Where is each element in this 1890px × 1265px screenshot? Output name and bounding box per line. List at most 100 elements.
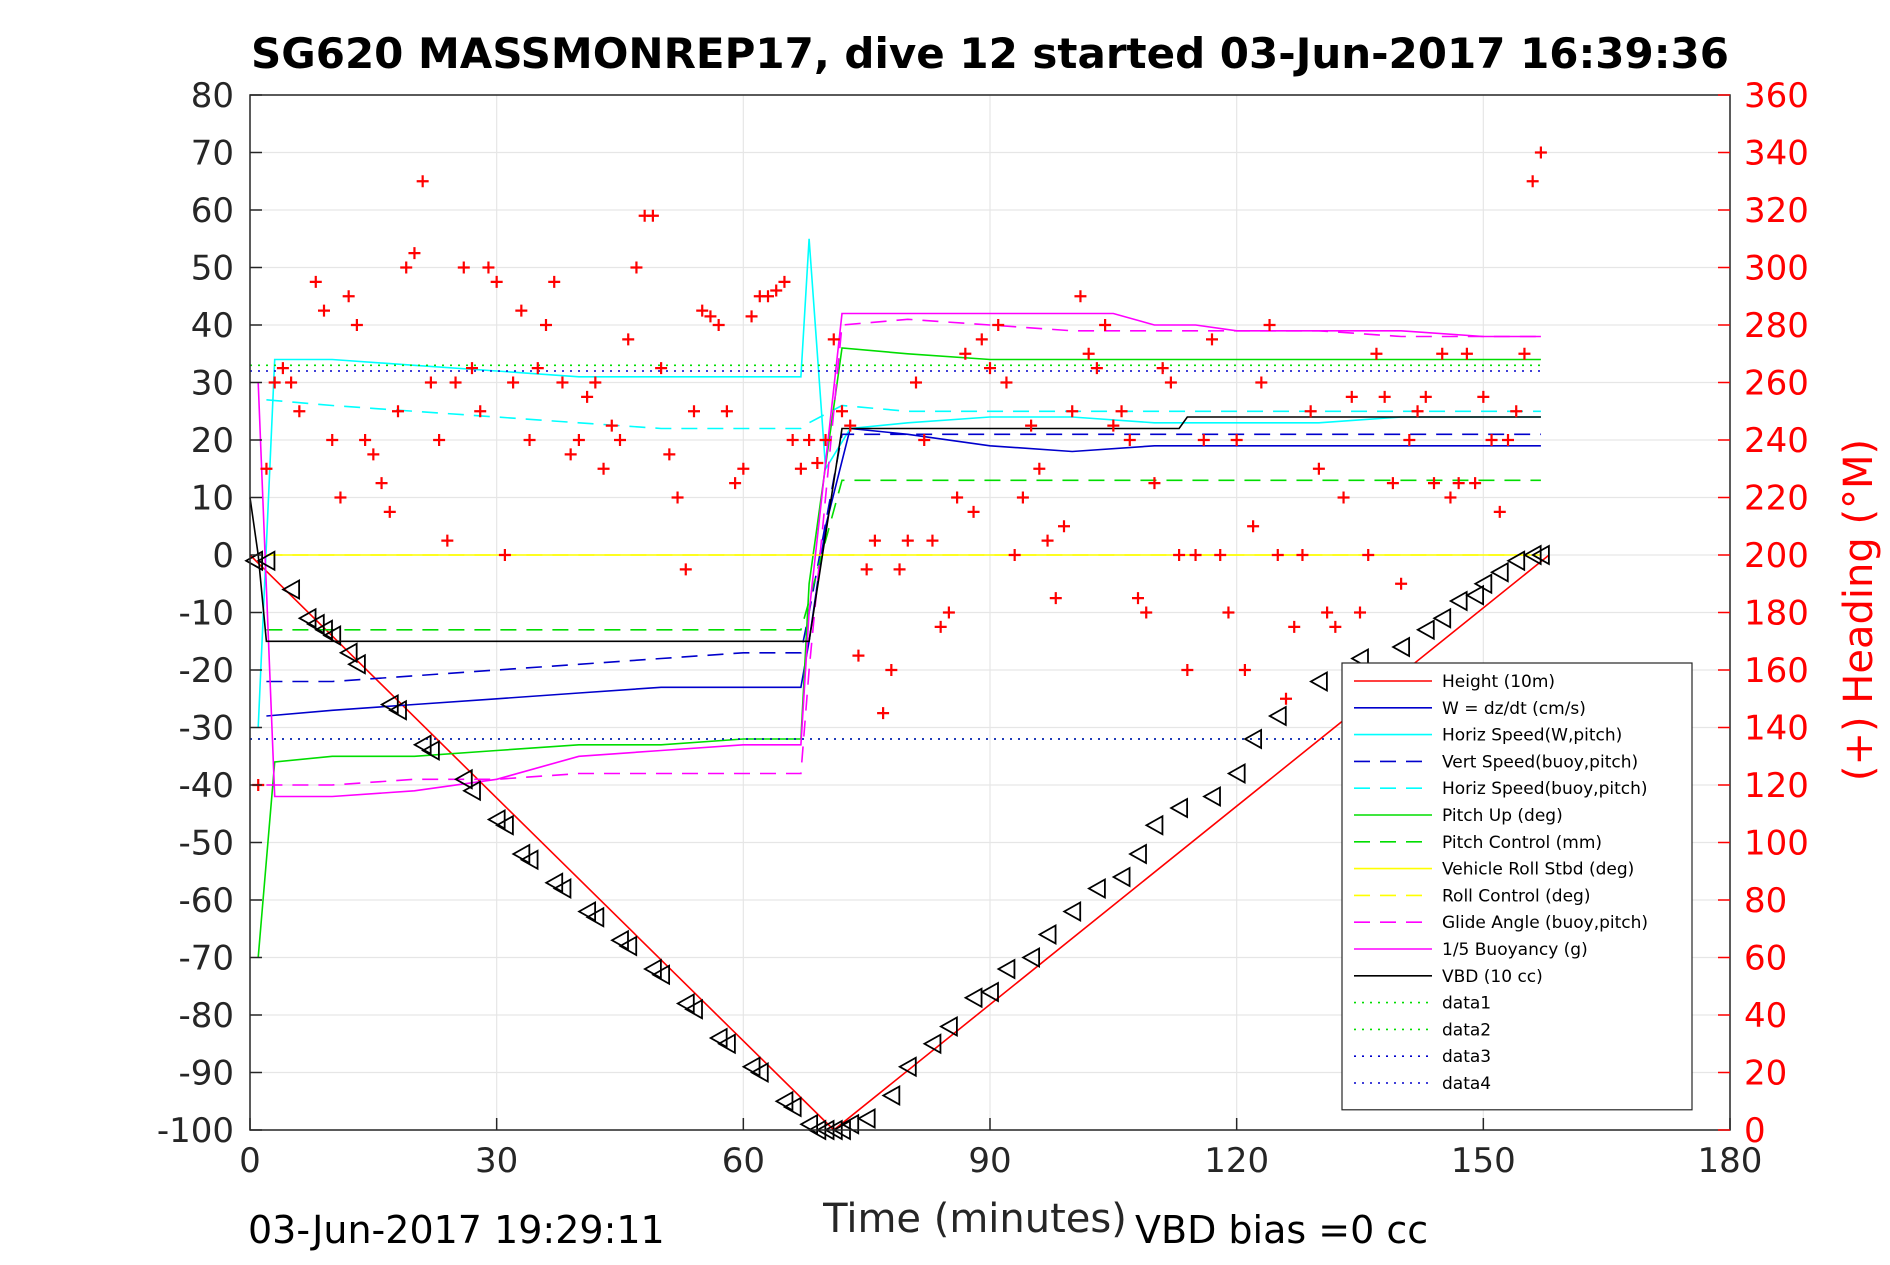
- heading-point: [646, 209, 659, 222]
- y-tick-label-right: 100: [1744, 824, 1809, 864]
- y-tick-label-left: 80: [191, 76, 234, 116]
- heading-point: [1049, 592, 1062, 605]
- heading-point: [1025, 419, 1038, 432]
- heading-point: [926, 534, 939, 547]
- depth-marker: [856, 1107, 876, 1130]
- y-axis-label-right: (+) Heading (°M): [1836, 439, 1882, 781]
- heading-point: [1082, 347, 1095, 360]
- legend-label: Vehicle Roll Stbd (deg): [1442, 860, 1634, 880]
- heading-point: [1173, 549, 1186, 561]
- y-tick-label-left: -20: [178, 651, 234, 691]
- x-tick-label: 30: [475, 1141, 518, 1181]
- heading-point: [975, 333, 988, 346]
- heading-point: [1000, 376, 1013, 389]
- heading-point: [490, 275, 503, 288]
- heading-point: [441, 534, 454, 547]
- heading-point: [934, 620, 947, 633]
- heading-point: [844, 419, 857, 432]
- depth-marker: [1267, 705, 1287, 727]
- heading-point: [1280, 692, 1292, 705]
- depth-marker: [897, 1056, 917, 1078]
- heading-point: [663, 448, 676, 461]
- heading-point: [605, 419, 618, 432]
- x-tick-label: 90: [968, 1141, 1011, 1181]
- x-tick-label: 60: [722, 1141, 765, 1181]
- heading-point: [1444, 491, 1457, 504]
- heading-point: [1321, 606, 1334, 619]
- heading-point: [400, 261, 413, 274]
- y-tick-label-left: -60: [178, 881, 234, 921]
- series-line: [257, 312, 1541, 798]
- depth-marker: [462, 780, 481, 802]
- y-tick-label-right: 20: [1744, 1054, 1787, 1094]
- depth-marker: [840, 1113, 860, 1135]
- depth-marker: [774, 1090, 794, 1112]
- heading-point: [334, 491, 347, 504]
- heading-point: [819, 434, 832, 446]
- heading-point: [1008, 549, 1021, 561]
- depth-marker: [708, 1027, 728, 1049]
- heading-point: [474, 405, 487, 418]
- depth-marker: [651, 964, 671, 986]
- depth-marker: [1465, 584, 1485, 606]
- y-tick-label-left: -100: [157, 1111, 234, 1151]
- heading-point: [1148, 477, 1161, 490]
- heading-point: [1403, 434, 1416, 446]
- series-line: [266, 399, 1541, 430]
- depth-marker: [1522, 544, 1542, 566]
- legend-label: data4: [1442, 1074, 1491, 1094]
- heading-point: [367, 448, 380, 461]
- depth-marker: [741, 1056, 761, 1078]
- heading-point: [1123, 434, 1136, 446]
- heading-point: [910, 376, 922, 389]
- heading-point: [1263, 319, 1276, 331]
- heading-point: [482, 261, 495, 274]
- heading-point: [967, 505, 980, 518]
- x-tick-label: 120: [1204, 1141, 1269, 1181]
- y-tick-label-left: -30: [178, 709, 234, 749]
- heading-point: [293, 405, 306, 418]
- depth-marker: [297, 607, 317, 629]
- heading-point: [1181, 664, 1194, 676]
- heading-point: [548, 275, 561, 288]
- depth-marker: [338, 642, 358, 664]
- depth-marker: [1111, 866, 1131, 888]
- depth-marker: [379, 693, 399, 716]
- x-tick-label: 150: [1451, 1141, 1516, 1181]
- depth-marker: [1021, 946, 1041, 969]
- heading-point: [581, 390, 594, 403]
- heading-point: [786, 434, 799, 446]
- legend-label: data1: [1442, 994, 1491, 1014]
- heading-point: [737, 462, 750, 475]
- y-tick-label-right: 320: [1744, 191, 1809, 231]
- heading-point: [811, 457, 824, 469]
- heading-point: [268, 376, 281, 389]
- depth-marker: [453, 768, 473, 790]
- y-tick-label-right: 120: [1744, 766, 1809, 806]
- heading-point: [1460, 347, 1473, 360]
- y-tick-label-left: -80: [178, 996, 234, 1036]
- timestamp-footer: 03-Jun-2017 19:29:11: [248, 1208, 665, 1252]
- y-tick-label-left: 0: [212, 536, 234, 576]
- heading-point: [1033, 462, 1046, 475]
- y-tick-label-right: 200: [1744, 536, 1809, 576]
- legend-label: 1/5 Buoyancy (g): [1442, 940, 1588, 960]
- depth-marker: [412, 734, 432, 756]
- heading-point: [408, 247, 421, 260]
- heading-point: [1041, 534, 1054, 547]
- depth-marker: [799, 1113, 819, 1135]
- heading-point: [424, 376, 437, 389]
- heading-point: [1206, 333, 1218, 346]
- heading-point: [992, 319, 1005, 331]
- depth-marker: [388, 699, 407, 721]
- depth-marker: [577, 900, 597, 923]
- x-axis-label: Time (minutes): [822, 1196, 1127, 1242]
- heading-point: [383, 505, 396, 518]
- heading-point: [597, 462, 610, 475]
- depth-marker: [322, 624, 342, 647]
- heading-point: [1493, 505, 1506, 518]
- heading-point: [350, 319, 363, 331]
- heading-point: [827, 333, 840, 346]
- y-tick-label-left: -70: [178, 939, 234, 979]
